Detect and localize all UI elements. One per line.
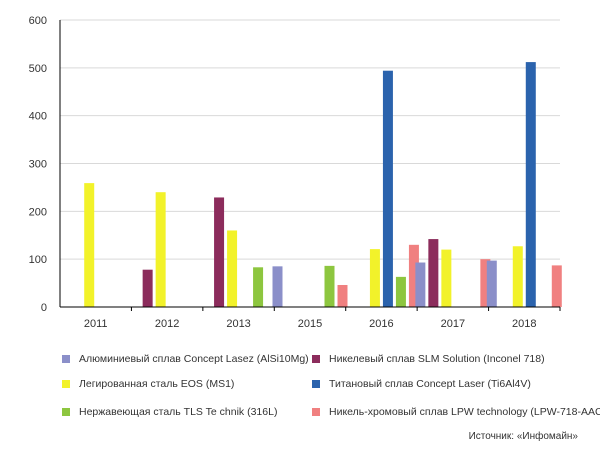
tick-labels: 0 100 200 300 400 500 600 2011 2012 2013 2015 2016 2… [29,15,537,330]
bar-chart: 0 100 200 300 400 500 600 2011 2012 2013 2015 2016 2… [29,15,562,330]
bar [324,265,335,307]
bar [272,266,283,307]
legend-item: Никель-хромовый сплав LPW technology (LP… [312,406,600,418]
y-tick-label: 100 [29,254,47,266]
legend-label: Никель-хромовый сплав LPW technology (LP… [329,406,600,418]
legend-label: Нержавеющая сталь TLS Te chnik (316L) [79,406,278,418]
bar [415,262,426,307]
bar [214,197,225,307]
legend-item: Титановый сплав Concept Laser (Ti6Al4V) [312,378,531,390]
bar [408,244,419,307]
x-tick-label: 2016 [369,318,393,330]
y-tick-label: 500 [29,63,47,75]
x-tick-label: 2017 [441,318,465,330]
bar [551,265,562,307]
legend-swatch [62,380,70,388]
x-tick-label: 2011 [84,318,108,330]
bar [253,267,264,307]
bar [395,276,406,307]
legend-label: Легированная сталь EOS (MS1) [79,378,235,390]
bar [142,269,153,307]
legend-label: Титановый сплав Concept Laser (Ti6Al4V) [329,378,531,390]
source-note: Источник: «Инфомайн» [468,431,578,442]
y-tick-label: 300 [29,159,47,171]
axes [59,20,561,311]
bar [441,249,452,307]
legend-swatch [312,355,320,363]
legend-label: Никелевый сплав SLM Solution (Inconel 71… [329,353,545,365]
bar [525,62,536,307]
bar [512,246,523,307]
y-tick-label: 200 [29,206,47,218]
legend: Алюминиевый сплав Concept Lasez (AlSi10M… [0,345,600,425]
y-tick-label: 400 [29,111,47,123]
legend-item: Никелевый сплав SLM Solution (Inconel 71… [312,353,545,365]
x-tick-label: 2015 [298,318,322,330]
bar [486,260,497,307]
gridlines [60,19,560,260]
bar [480,259,491,307]
legend-label: Алюминиевый сплав Concept Lasez (AlSi10M… [79,353,309,365]
bar [337,284,348,307]
legend-swatch [312,408,320,416]
y-tick-label: 0 [41,302,47,314]
legend-swatch [62,408,70,416]
legend-item: Алюминиевый сплав Concept Lasez (AlSi10M… [62,353,309,365]
x-tick-label: 2012 [155,318,179,330]
bar [428,239,439,307]
bar [369,249,380,307]
bars [84,62,562,307]
bar [382,70,393,307]
bar [155,192,166,307]
x-tick-label: 2018 [512,318,536,330]
legend-swatch [62,355,70,363]
legend-item: Легированная сталь EOS (MS1) [62,378,234,390]
bar [84,183,95,307]
bar [227,230,238,307]
legend-item: Нержавеющая сталь TLS Te chnik (316L) [62,406,277,418]
x-tick-label: 2013 [226,318,250,330]
y-tick-label: 600 [29,15,47,27]
legend-swatch [312,380,320,388]
